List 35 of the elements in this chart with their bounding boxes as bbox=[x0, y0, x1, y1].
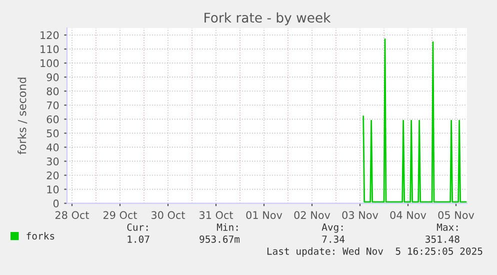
y-tick-label: 70 bbox=[46, 101, 59, 110]
y-tick-label: 90 bbox=[46, 73, 59, 82]
y-tick-label: 120 bbox=[40, 31, 59, 40]
chart-title: Fork rate - by week bbox=[204, 12, 331, 26]
y-tick-label: 0 bbox=[53, 200, 59, 208]
y-tick-label: 10 bbox=[47, 186, 59, 194]
y-tick-label: 50 bbox=[46, 129, 59, 138]
x-tick-label: 04 Nov bbox=[390, 211, 426, 219]
y-tick-label: 60 bbox=[46, 115, 59, 124]
x-tick-label: 29 Oct bbox=[103, 211, 138, 219]
line-series bbox=[362, 38, 467, 203]
x-tick-label: 31 Oct bbox=[200, 211, 234, 219]
text: Max: bbox=[436, 224, 458, 231]
text: 351.48 bbox=[426, 235, 460, 243]
text: Cur: bbox=[127, 223, 148, 231]
y-tick-label: 40 bbox=[46, 143, 59, 152]
text: Last update: Wed Nov 5 16:25:05 2025 bbox=[267, 247, 482, 257]
text: 1.07 bbox=[128, 235, 150, 243]
y-tick-label: 20 bbox=[46, 171, 59, 180]
x-tick-label: 28 Oct bbox=[55, 211, 90, 219]
x-tick-label: 05 Nov bbox=[438, 211, 474, 219]
legend-label: forks bbox=[26, 232, 54, 240]
x-tick-label: 30 Oct bbox=[152, 211, 186, 219]
x-tick-label: 02 Nov bbox=[294, 211, 330, 219]
text: Avg: bbox=[322, 224, 343, 233]
y-tick-label: 110 bbox=[40, 45, 59, 54]
y-tick-label: 80 bbox=[46, 87, 59, 96]
text: Min: bbox=[216, 223, 238, 231]
text: 7.34 bbox=[322, 235, 345, 243]
y-axis-title: forks / second bbox=[18, 78, 28, 154]
text: 953.67m bbox=[200, 235, 240, 243]
x-tick-label: 01 Nov bbox=[246, 211, 282, 219]
y-tick-label: 100 bbox=[40, 59, 59, 68]
y-tick-label: 30 bbox=[46, 157, 59, 166]
x-tick-label: 03 Nov bbox=[342, 211, 378, 219]
